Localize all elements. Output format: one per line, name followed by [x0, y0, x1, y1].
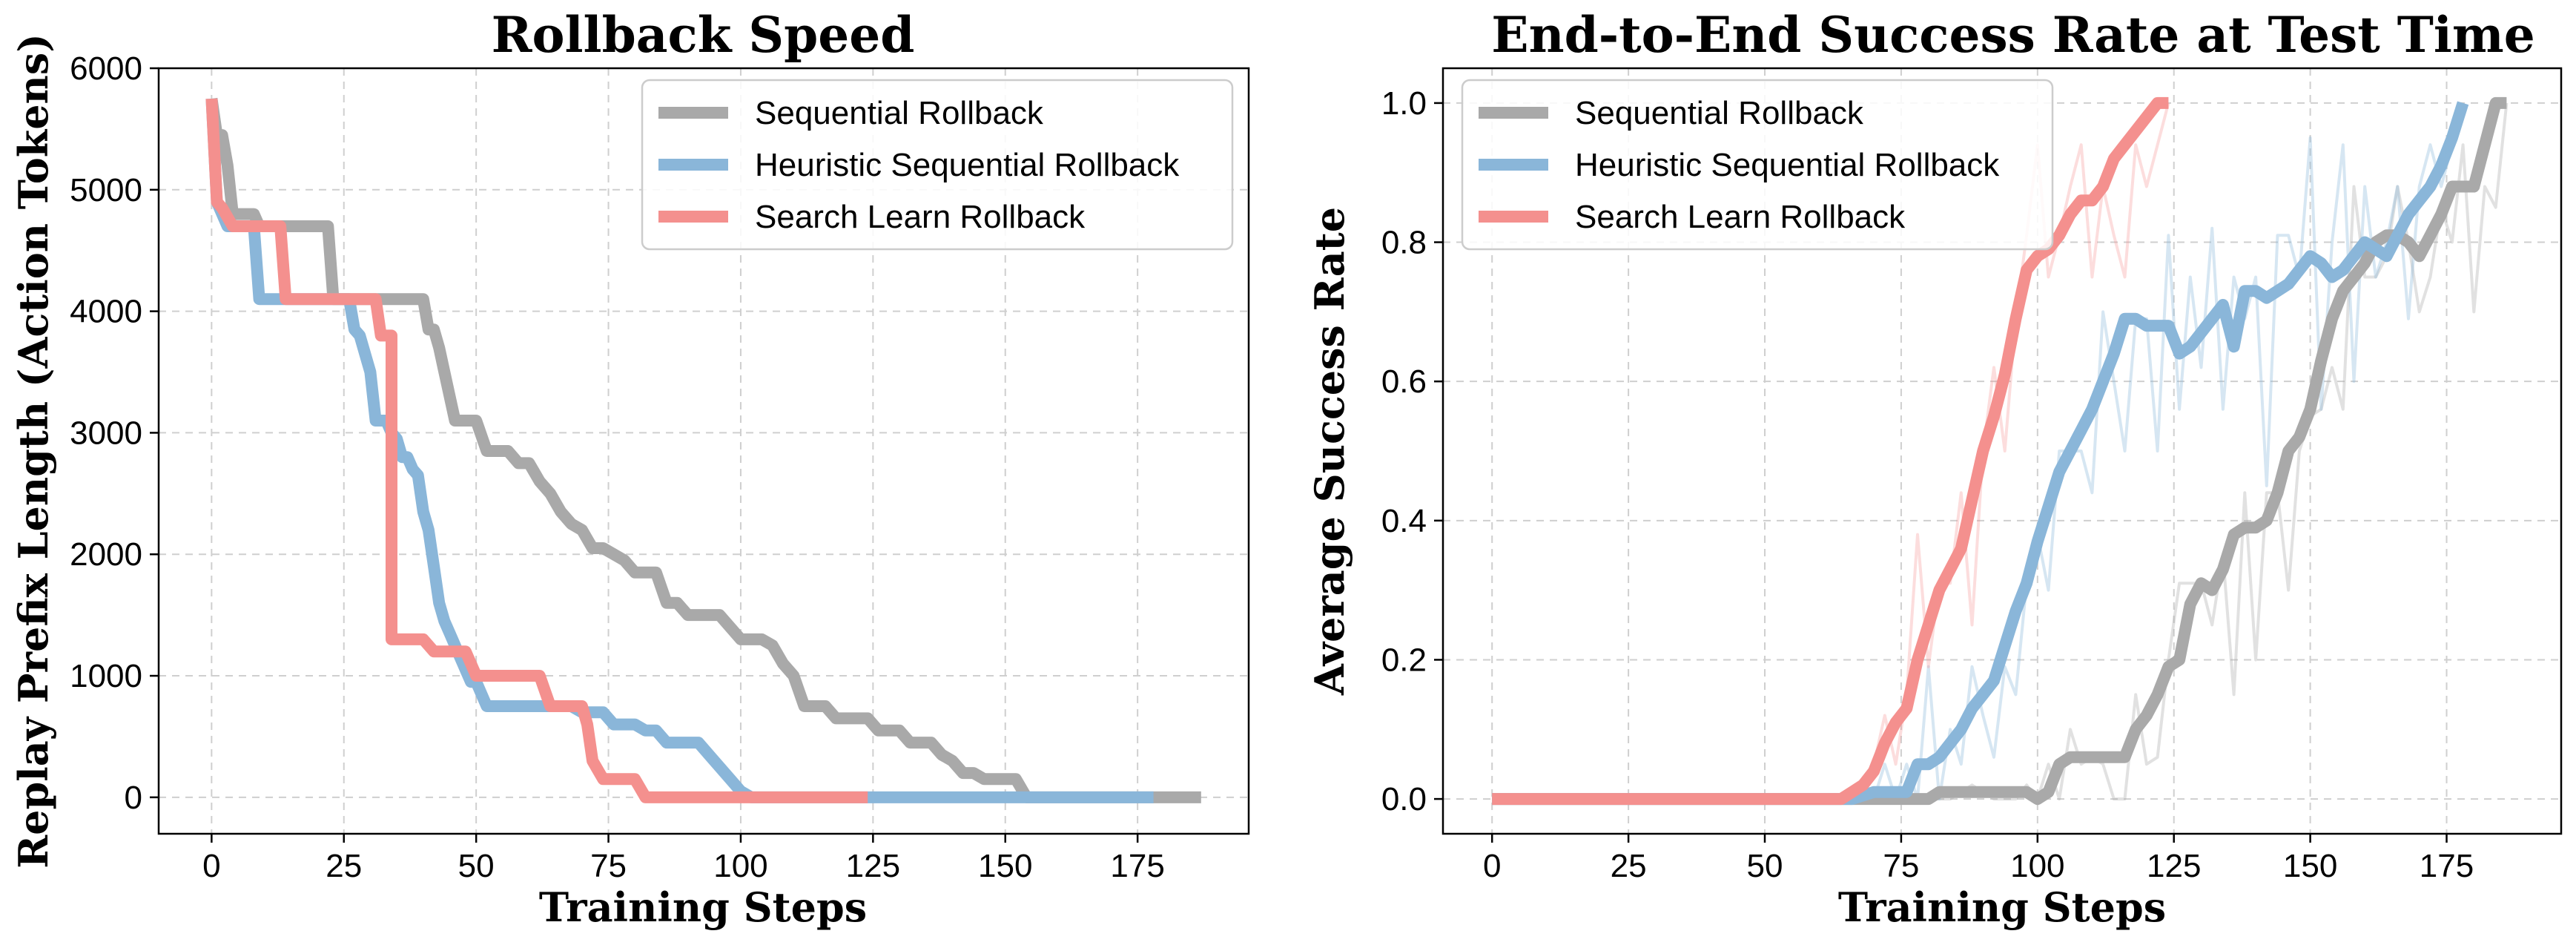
plot-frame: [157, 67, 1250, 835]
y-tick-label: 0.2: [1381, 642, 1427, 678]
legend-label: Sequential Rollback: [755, 95, 1044, 131]
y-tick-label: 4000: [70, 294, 142, 330]
legend: Sequential Rollback Heuristic Sequential…: [1461, 79, 2054, 251]
series-line-search-learn-rollback: [1492, 96, 2169, 806]
y-tick-label: 0.4: [1381, 503, 1427, 539]
x-tick-label: 100: [713, 848, 767, 884]
legend-label: Search Learn Rollback: [1575, 199, 1906, 235]
chart-rollback-speed: Rollback Speed 0 25 50 75 100 125 150 175 0 1000…: [10, 6, 1250, 931]
x-tick-label: 175: [2420, 848, 2474, 884]
legend-box: [1461, 79, 2054, 251]
y-axis-label: Replay Prefix Length (Action Tokens): [10, 33, 57, 869]
legend-box: [641, 79, 1234, 251]
y-tick-label: 1000: [70, 658, 142, 694]
x-tick-label: 100: [2010, 848, 2064, 884]
series-line-heuristic-sequential-rollback: [1492, 101, 2469, 806]
y-tick-label: 0: [125, 780, 142, 816]
y-tick-label: 2000: [70, 536, 142, 573]
y-tick-label: 1.0: [1381, 85, 1427, 122]
x-axis-label: Training Steps: [539, 883, 867, 931]
x-tick-label: 150: [978, 848, 1032, 884]
chart-title: End-to-End Success Rate at Test Time: [1491, 6, 2534, 64]
legend-label: Sequential Rollback: [1575, 95, 1864, 131]
y-tick-label: 0.8: [1381, 225, 1427, 261]
chart-title: Rollback Speed: [492, 6, 915, 64]
series-line-search-learn-rollback: [205, 98, 868, 803]
x-ticks: 0 25 50 75 100 125 150 175: [1483, 834, 2474, 884]
plot-frame: [1441, 67, 2563, 835]
x-tick-label: 25: [1611, 848, 1647, 884]
y-ticks: 0 1000 2000 3000 4000 5000 6000: [70, 50, 159, 816]
legend: Sequential Rollback Heuristic Sequential…: [641, 79, 1234, 251]
y-axis-label: Average Success Rate: [1306, 207, 1353, 696]
x-tick-label: 75: [1883, 848, 1919, 884]
x-axis-label: Training Steps: [1838, 883, 2166, 931]
y-tick-label: 5000: [70, 172, 142, 208]
y-tick-label: 6000: [70, 50, 142, 87]
y-tick-label: 0.6: [1381, 363, 1427, 400]
y-tick-label: 0.0: [1381, 781, 1427, 817]
series-line-heuristic-sequential-rollback-raw: [1492, 102, 2465, 801]
y-ticks: 0.0 0.2 0.4 0.6 0.8 1.0: [1381, 85, 1443, 817]
x-tick-label: 50: [1747, 848, 1783, 884]
series-lines: [205, 97, 1201, 803]
x-tick-label: 150: [2283, 848, 2337, 884]
series-line-sequential-rollback: [1492, 96, 2507, 806]
y-tick-label: 3000: [70, 415, 142, 451]
series-lines: [1492, 96, 2509, 806]
legend-label: Heuristic Sequential Rollback: [755, 147, 1180, 183]
legend-label: Search Learn Rollback: [755, 199, 1086, 235]
legend-label: Heuristic Sequential Rollback: [1575, 147, 2000, 183]
x-tick-label: 125: [2147, 848, 2201, 884]
x-tick-label: 0: [202, 848, 220, 884]
x-tick-label: 175: [1110, 848, 1164, 884]
x-tick-label: 50: [458, 848, 495, 884]
x-tick-label: 75: [590, 848, 627, 884]
x-tick-label: 125: [846, 848, 900, 884]
x-tick-label: 25: [326, 848, 362, 884]
chart-success-rate: End-to-End Success Rate at Test Time 0 25…: [1306, 6, 2563, 931]
x-tick-label: 0: [1483, 848, 1501, 884]
x-ticks: 0 25 50 75 100 125 150 175: [202, 834, 1165, 884]
